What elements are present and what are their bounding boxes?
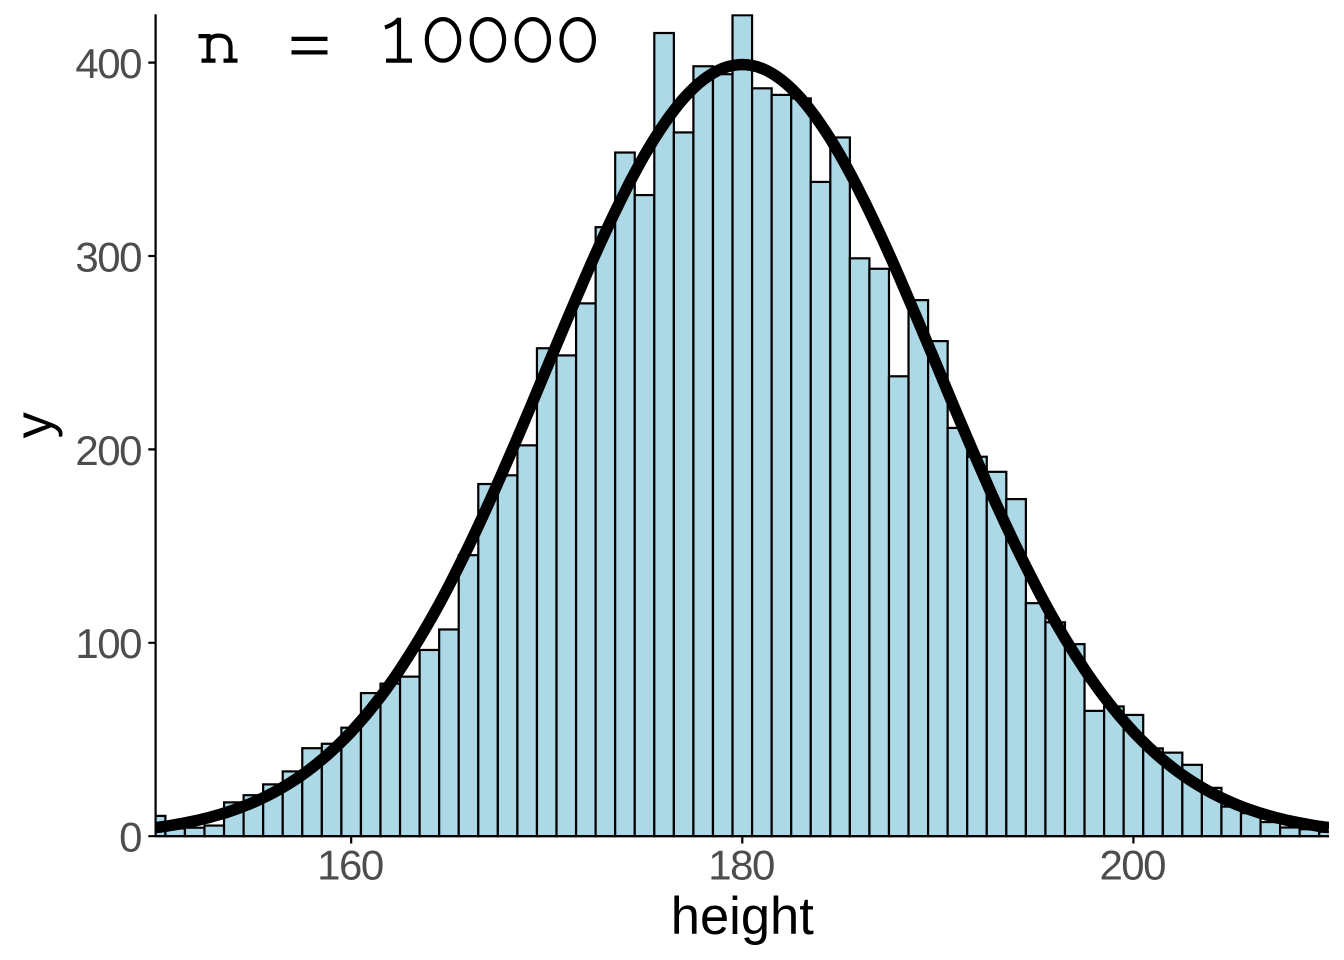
svg-text:height: height	[671, 887, 814, 946]
svg-text:300: 300	[75, 233, 141, 280]
svg-text:100: 100	[75, 620, 141, 667]
svg-text:160: 160	[317, 842, 383, 889]
svg-text:180: 180	[708, 842, 774, 889]
svg-text:200: 200	[1099, 842, 1165, 889]
svg-text:y: y	[5, 411, 64, 438]
svg-text:200: 200	[75, 427, 141, 474]
svg-text:400: 400	[75, 40, 141, 87]
svg-text:0: 0	[119, 814, 141, 861]
